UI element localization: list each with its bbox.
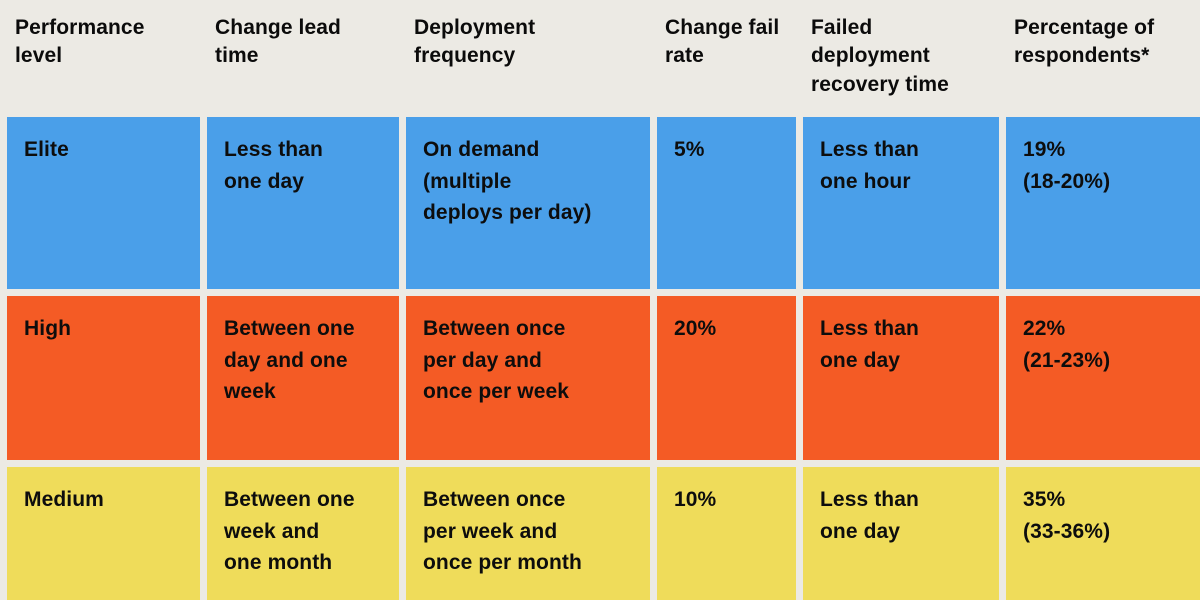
cell-high-recovery-time: Less than one day bbox=[803, 296, 999, 460]
cell-elite-percentage: 19% (18-20%) bbox=[1006, 117, 1200, 289]
cell-medium-level: Medium bbox=[7, 467, 200, 600]
column-header-percentage-of-respondents: Percentage of respondents* bbox=[1014, 16, 1155, 68]
cell-high-change-fail-rate: 20% bbox=[657, 296, 796, 460]
column-header-deployment-frequency: Deployment frequency bbox=[414, 16, 536, 68]
cell-high-deployment-frequency: Between once per day and once per week bbox=[406, 296, 650, 460]
cell-elite-recovery-time: Less than one hour bbox=[803, 117, 999, 289]
cell-high-level: High bbox=[7, 296, 200, 460]
cell-medium-percentage: 35% (33-36%) bbox=[1006, 467, 1200, 600]
column-header-failed-deployment-recovery-time: Failed deployment recovery time bbox=[811, 16, 949, 96]
cell-high-change-lead-time: Between one day and one week bbox=[207, 296, 399, 460]
column-header-change-lead-time: Change lead time bbox=[215, 16, 341, 68]
cell-medium-change-lead-time: Between one week and one month bbox=[207, 467, 399, 600]
column-header-change-fail-rate: Change fail rate bbox=[665, 16, 780, 68]
cell-medium-deployment-frequency: Between once per week and once per month bbox=[406, 467, 650, 600]
cell-medium-recovery-time: Less than one day bbox=[803, 467, 999, 600]
cell-high-percentage: 22% (21-23%) bbox=[1006, 296, 1200, 460]
cell-elite-change-lead-time: Less than one day bbox=[207, 117, 399, 289]
cell-elite-change-fail-rate: 5% bbox=[657, 117, 796, 289]
cell-medium-change-fail-rate: 10% bbox=[657, 467, 796, 600]
cell-elite-deployment-frequency: On demand (multiple deploys per day) bbox=[406, 117, 650, 289]
cell-elite-level: Elite bbox=[7, 117, 200, 289]
column-header-performance-level: Performance level bbox=[15, 16, 145, 68]
